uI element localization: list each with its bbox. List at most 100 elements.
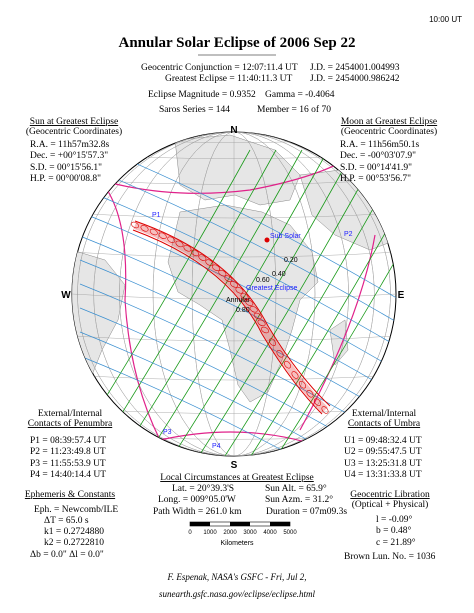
scale-segment bbox=[190, 522, 210, 526]
annular-path-marker bbox=[313, 398, 322, 406]
contact-label: P4 bbox=[212, 443, 221, 450]
moon-line: H.P. = 00°53'56.7" bbox=[340, 173, 411, 184]
annular-path-marker bbox=[140, 225, 149, 232]
contact-label: P1 bbox=[152, 212, 161, 219]
scale-tick-label: 0 bbox=[188, 530, 192, 536]
annular-path-marker bbox=[321, 406, 329, 414]
scale-segment bbox=[270, 522, 290, 526]
annular-path-marker bbox=[257, 319, 266, 327]
scale-tick-label: 4000 bbox=[263, 530, 277, 536]
penumbra-limit bbox=[99, 179, 161, 441]
magnitude-label: 0.80 bbox=[236, 307, 250, 314]
local-path-width: Path Width = 261.0 km bbox=[153, 507, 242, 517]
penumbra-line: P4 = 14:40:14.4 UT bbox=[30, 470, 106, 480]
scale-tick-label: 5000 bbox=[283, 530, 297, 536]
magnitude-label: 0.60 bbox=[256, 277, 270, 284]
annular-path-marker bbox=[245, 299, 254, 307]
umbra-line: U4 = 13:31:33.8 UT bbox=[344, 470, 422, 480]
penumbra-limit bbox=[299, 234, 376, 431]
umbra-subheading: Contacts of Umbra bbox=[348, 418, 421, 429]
annular-path-marker bbox=[230, 281, 239, 288]
libration-line: b = 0.48° bbox=[376, 525, 411, 536]
meridian bbox=[93, 132, 375, 456]
annular-path-marker bbox=[253, 312, 262, 320]
conjunction-jd: J.D. = 2454001.004993 bbox=[310, 63, 400, 73]
magnitude-line bbox=[79, 355, 396, 456]
annular-path-marker bbox=[149, 228, 158, 236]
gamma: Gamma = -0.4064 bbox=[265, 90, 335, 100]
annular-path-marker bbox=[224, 275, 233, 282]
ephemeris-heading: Ephemeris & Constants bbox=[25, 490, 116, 500]
penumbra-line: P2 = 11:23:49.8 UT bbox=[30, 447, 106, 457]
moon-subheading: (Geocentric Coordinates) bbox=[341, 126, 437, 137]
umbra-heading: External/Internal bbox=[352, 409, 417, 419]
annular-path-marker bbox=[249, 306, 258, 313]
globe: Sub Solar Greatest Eclipse Annular P1 P2… bbox=[71, 131, 397, 457]
magnitude-line bbox=[79, 163, 396, 325]
ephemeris-line: Δb = 0.0" Δl = 0.0" bbox=[30, 550, 104, 560]
ephemeris-line: ΔT = 65.0 s bbox=[44, 516, 89, 526]
annular-path-marker bbox=[283, 360, 292, 369]
time-line bbox=[267, 149, 396, 456]
parallel bbox=[72, 212, 396, 219]
moon-line: S.D. = 00°14'41.9" bbox=[340, 162, 412, 173]
sun-heading: Sun at Greatest Eclipse bbox=[30, 117, 118, 127]
local-duration: Duration = 07m09.3s bbox=[266, 507, 347, 517]
saros: Saros Series = 144 bbox=[159, 105, 230, 115]
penumbra-line: P1 = 08:39:57.4 UT bbox=[30, 436, 106, 446]
sun-line: Dec. = +00°15'57.3" bbox=[30, 150, 108, 161]
greatest: Greatest Eclipse = 11:40:11.3 UT bbox=[165, 74, 293, 84]
greatest-jd: J.D. = 2454000.986242 bbox=[310, 74, 400, 84]
magnitude-line bbox=[79, 259, 396, 421]
time-line bbox=[163, 149, 355, 456]
sun-line: S.D. = 00°15'56.1" bbox=[30, 162, 102, 173]
annular-path-marker bbox=[158, 232, 167, 240]
magnitude: Eclipse Magnitude = 0.9352 bbox=[148, 90, 256, 100]
scale-unit: Kilometers bbox=[220, 540, 254, 547]
parallel bbox=[72, 251, 396, 258]
time-line bbox=[137, 149, 329, 456]
contact-label: P3 bbox=[163, 429, 172, 436]
meridian bbox=[152, 132, 316, 456]
scale-tick-label: 3000 bbox=[243, 530, 257, 536]
moon-line: Dec. = -00°03'07.9" bbox=[340, 150, 416, 161]
east-label: E bbox=[398, 290, 405, 301]
footer-credit: F. Espenak, NASA's GSFC - Fri, Jul 2, bbox=[167, 572, 307, 582]
annular-path-marker bbox=[167, 236, 176, 244]
north-label: N bbox=[230, 125, 237, 136]
annular-path-marker bbox=[306, 389, 314, 398]
magnitude-label: 0.20 bbox=[284, 257, 298, 264]
parallel bbox=[72, 293, 396, 300]
greatest-eclipse-label: Greatest Eclipse bbox=[246, 285, 297, 292]
ephemeris-line: k1 = 0.2724880 bbox=[44, 527, 104, 537]
umbra-line: U3 = 13:25:31.8 UT bbox=[344, 459, 422, 469]
annular-path-marker bbox=[298, 380, 307, 389]
annular-path-marker bbox=[240, 293, 249, 300]
ephemeris-line: k2 = 0.2722810 bbox=[44, 538, 104, 548]
libration-subheading: (Optical + Physical) bbox=[352, 499, 429, 510]
clock: 10:00 UT bbox=[429, 15, 462, 24]
annular-path-marker bbox=[235, 287, 244, 294]
magnitude-label: 0.40 bbox=[272, 271, 286, 278]
local-heading: Local Circumstances at Greatest Eclipse bbox=[160, 473, 314, 483]
libration-brown: Brown Lun. No. = 1036 bbox=[344, 552, 436, 562]
penumbra-subheading: Contacts of Penumbra bbox=[28, 418, 113, 429]
member: Member = 16 of 70 bbox=[257, 104, 331, 115]
contact-label: P2 bbox=[344, 231, 353, 238]
local-lat: Lat. = 20°39.3'S bbox=[172, 483, 234, 494]
footer-url: sunearth.gsfc.nasa.gov/eclipse/eclipse.h… bbox=[159, 589, 315, 599]
annular-path-marker bbox=[175, 240, 184, 248]
libration-heading: Geocentric Libration bbox=[350, 490, 430, 500]
scale-segment bbox=[230, 522, 250, 526]
annular-label: Annular bbox=[226, 297, 251, 304]
meridian bbox=[191, 132, 277, 456]
title: Annular Solar Eclipse of 2006 Sep 22 bbox=[119, 35, 356, 51]
meridian bbox=[77, 132, 391, 456]
annular-path-limit bbox=[132, 229, 323, 415]
umbra-line: U2 = 09:55:47.5 UT bbox=[344, 447, 422, 457]
annular-path-marker bbox=[183, 245, 192, 252]
local-sun-alt: Sun Alt. = 65.9° bbox=[265, 483, 327, 494]
penumbra-line: P3 = 11:55:53.9 UT bbox=[30, 459, 106, 469]
magnitude-line bbox=[79, 187, 396, 349]
